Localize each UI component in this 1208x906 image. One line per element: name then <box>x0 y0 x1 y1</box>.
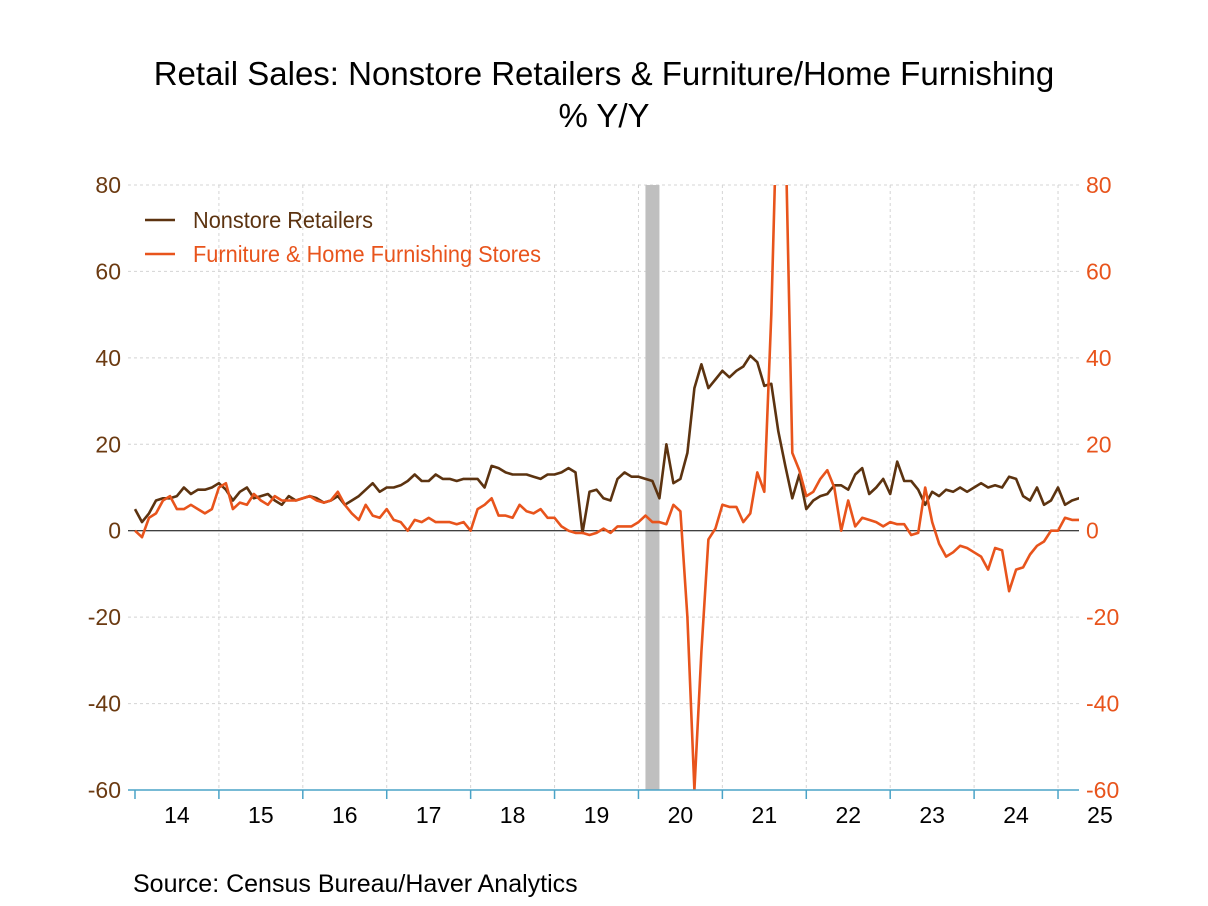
right-y-tick-label: 80 <box>1086 172 1112 198</box>
x-tick-label: 19 <box>584 802 610 828</box>
left-y-tick-label: 0 <box>108 518 121 544</box>
right-y-tick-label: 20 <box>1086 431 1112 457</box>
x-tick-label: 16 <box>332 802 358 828</box>
left-y-tick-label: -40 <box>88 691 121 717</box>
recession-bands <box>645 185 660 790</box>
legend: Nonstore Retailers Furniture & Home Furni… <box>145 207 541 267</box>
left-y-tick-label: 60 <box>95 258 121 284</box>
right-y-tick-label: -20 <box>1086 604 1119 630</box>
grid-lines <box>128 184 1079 791</box>
left-y-axis-labels: -60 -40 -20 0 20 40 60 80 <box>88 172 121 803</box>
chart-title: Retail Sales: Nonstore Retailers & Furni… <box>153 55 1055 92</box>
x-tick-label: 21 <box>752 802 778 828</box>
recession-band <box>645 185 660 790</box>
right-y-tick-label: 0 <box>1086 518 1099 544</box>
series-lines <box>133 185 1079 790</box>
left-y-tick-label: 80 <box>95 172 121 198</box>
x-axis-labels: 14 15 16 17 18 19 20 21 22 23 24 25 <box>164 802 1113 828</box>
x-tick-label: 15 <box>248 802 274 828</box>
right-y-tick-label: 60 <box>1086 258 1112 284</box>
x-tick-label: 18 <box>500 802 526 828</box>
x-tick-label: 17 <box>416 802 442 828</box>
right-y-tick-label: -40 <box>1086 691 1119 717</box>
right-y-tick-label: 40 <box>1086 345 1112 371</box>
left-y-tick-label: 40 <box>95 345 121 371</box>
x-tick-label: 23 <box>919 802 945 828</box>
x-tick-label: 20 <box>668 802 694 828</box>
series-line-2 <box>134 185 1079 790</box>
chart-subtitle: % Y/Y <box>558 97 650 134</box>
x-tick-label: 24 <box>1003 802 1029 828</box>
x-axis <box>128 789 1079 799</box>
left-y-tick-label: 20 <box>95 431 121 457</box>
left-y-tick-label: -20 <box>88 604 121 630</box>
x-tick-label: 14 <box>164 802 190 828</box>
x-tick-label: 22 <box>835 802 861 828</box>
right-y-tick-label: -60 <box>1086 777 1119 803</box>
right-y-axis-labels: -60 -40 -20 0 20 40 60 80 <box>1086 172 1119 803</box>
legend-label-2: Furniture & Home Furnishing Stores <box>193 241 541 267</box>
left-y-tick-label: -60 <box>88 777 121 803</box>
x-tick-label: 25 <box>1087 802 1113 828</box>
source-note: Source: Census Bureau/Haver Analytics <box>133 870 578 898</box>
legend-label-1: Nonstore Retailers <box>193 207 373 233</box>
